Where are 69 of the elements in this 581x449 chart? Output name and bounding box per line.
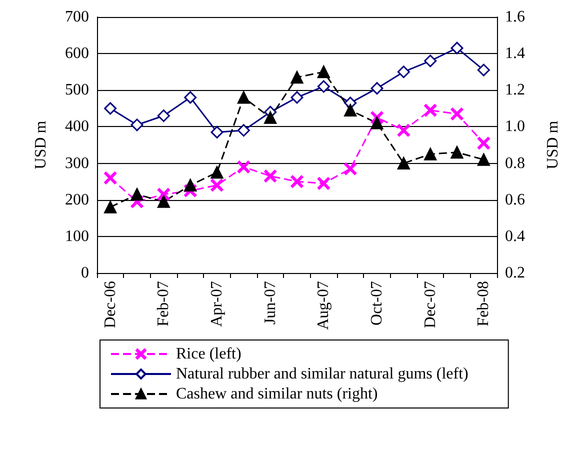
point [104, 102, 117, 115]
x-tick-label: Feb-08 [475, 281, 492, 326]
point [157, 109, 170, 122]
point [370, 82, 384, 95]
point [450, 146, 464, 159]
x-tick-label: Feb-07 [155, 281, 172, 326]
point [424, 104, 437, 117]
x-tick-label: Aug-07 [315, 281, 332, 330]
x-tick-label: Oct-07 [368, 281, 386, 326]
y-tick-label: 0 [81, 264, 89, 282]
point [264, 170, 277, 182]
point [344, 162, 357, 176]
y2-tick-label: 1.4 [505, 45, 525, 62]
point [290, 71, 304, 84]
point [210, 178, 224, 192]
y-tick-label: 200 [65, 191, 89, 208]
point [210, 126, 224, 138]
y2-tick-label: 1.2 [505, 82, 525, 99]
y-tick-label: 400 [65, 118, 89, 136]
y2-tick-label: 1.6 [505, 8, 525, 26]
point [370, 116, 384, 130]
point [477, 153, 490, 166]
point [130, 118, 144, 132]
y-tick-label: 600 [65, 45, 89, 62]
y-tick-label: 100 [65, 228, 89, 245]
point [104, 200, 117, 214]
y2-axis-title: USD m [544, 120, 562, 170]
point [424, 54, 437, 68]
point [397, 124, 410, 137]
x-tick-label: Dec-07 [422, 281, 439, 328]
point [237, 160, 250, 174]
point [477, 136, 490, 150]
y-tick-label: 700 [65, 8, 89, 26]
point [450, 42, 464, 54]
point [424, 148, 437, 160]
point [157, 188, 170, 201]
point [264, 111, 277, 124]
y2-tick-label: 0.4 [505, 228, 525, 245]
y-axis-title: USD m [32, 120, 50, 170]
y2-tick-label: 0.6 [505, 191, 525, 208]
point [104, 172, 117, 184]
y-tick-label: 300 [65, 154, 89, 172]
point [290, 91, 304, 104]
point [290, 175, 304, 188]
y2-tick-label: 0.2 [505, 264, 525, 282]
legend-label: Rice (left) [176, 346, 242, 362]
y-tick-label: 500 [65, 82, 89, 99]
point [397, 157, 410, 170]
y2-tick-label: 0.8 [505, 154, 525, 172]
point [237, 124, 250, 137]
legend-label: Natural rubber and similar natural gums (left) [176, 366, 468, 382]
x-tick-label: Apr-07 [208, 281, 226, 327]
point [130, 188, 144, 201]
point [397, 66, 410, 78]
y2-tick-label: 1.0 [505, 118, 525, 136]
legend-label: Cashew and similar nuts (right) [176, 386, 378, 402]
point [237, 91, 250, 104]
x-tick-label: Dec-06 [102, 281, 119, 328]
point [344, 104, 357, 117]
point [184, 91, 197, 104]
point [317, 80, 330, 93]
point [184, 178, 197, 192]
x-tick-label: Jun-07 [262, 281, 279, 325]
point [317, 177, 330, 190]
point [477, 64, 490, 76]
point [210, 166, 224, 179]
point [450, 108, 464, 120]
point [157, 195, 170, 208]
point [317, 66, 330, 78]
